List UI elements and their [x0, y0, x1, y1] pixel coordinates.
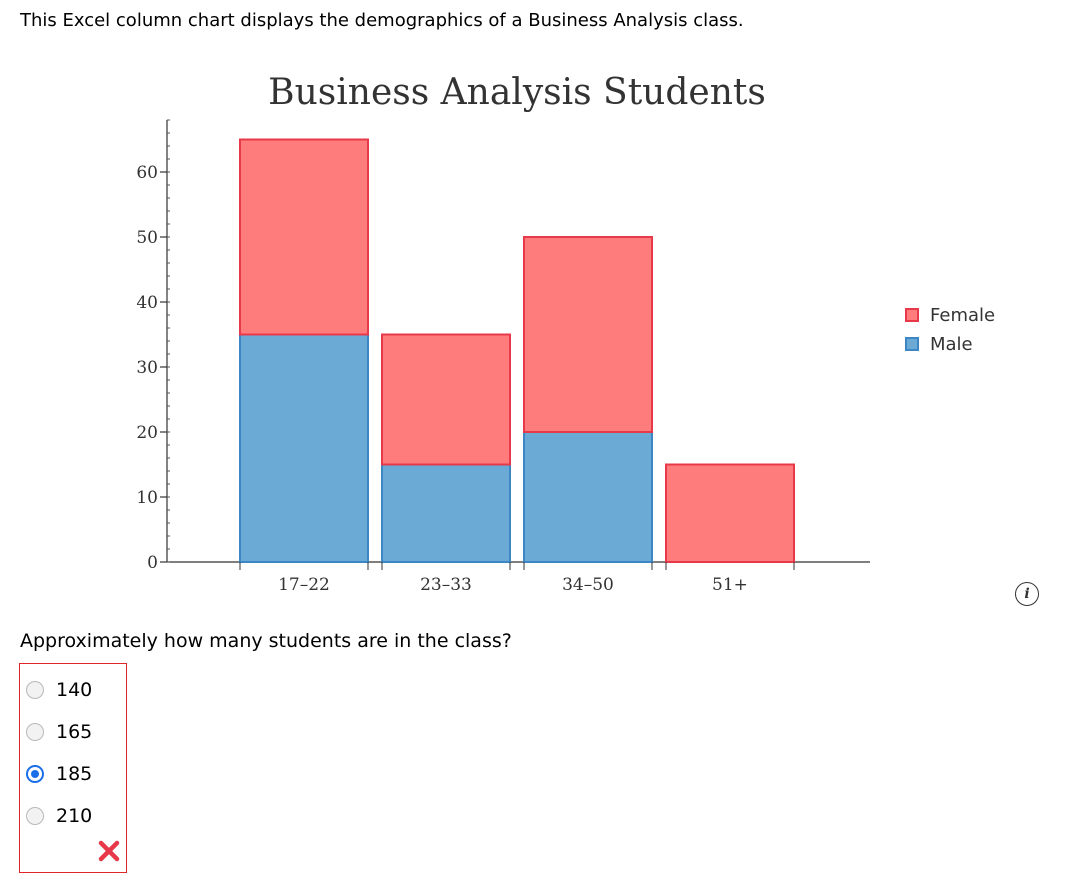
x-tick-label: 51+: [712, 575, 748, 595]
y-tick-label: 0: [147, 553, 158, 573]
option-210[interactable]: 210: [26, 802, 92, 830]
bar-female-0: [239, 138, 369, 336]
legend: Female Male: [905, 305, 995, 355]
y-tick-label: 20: [136, 423, 158, 443]
radio-button[interactable]: [26, 807, 44, 825]
y-tick-label: 10: [136, 488, 158, 508]
option-140[interactable]: 140: [26, 676, 92, 704]
bar-male-2: [523, 431, 653, 563]
intro-text: This Excel column chart displays the dem…: [20, 10, 744, 31]
legend-swatch-female: [905, 308, 919, 322]
radio-button[interactable]: [26, 765, 44, 783]
legend-label-female: Female: [930, 305, 995, 326]
bar-male-0: [239, 333, 369, 563]
x-tick-label: 34–50: [562, 575, 614, 595]
answer-options: 140 165 185 210: [19, 663, 127, 873]
bar-female-2: [523, 236, 653, 433]
y-tick-label: 50: [136, 228, 158, 248]
info-icon[interactable]: i: [1015, 582, 1039, 606]
legend-label-male: Male: [930, 334, 973, 355]
stacked-column-chart: Business Analysis Students 0 10 20 30 40 50 60…: [136, 72, 995, 595]
bar-female-1: [381, 333, 511, 466]
option-185[interactable]: 185: [26, 760, 92, 788]
bar-female-3: [665, 463, 795, 563]
option-label: 165: [56, 721, 93, 743]
wrong-x-icon: [98, 840, 120, 862]
option-165[interactable]: 165: [26, 718, 92, 746]
x-tick-label: 17–22: [278, 575, 330, 595]
question-text: Approximately how many students are in t…: [20, 630, 512, 652]
y-tick-label: 30: [136, 358, 158, 378]
chart-title: Business Analysis Students: [268, 72, 766, 113]
legend-swatch-male: [905, 337, 919, 351]
y-tick-label: 40: [136, 293, 158, 313]
radio-button[interactable]: [26, 723, 44, 741]
radio-button[interactable]: [26, 681, 44, 699]
y-tick-label: 60: [136, 163, 158, 183]
plot-area: 0 10 20 30 40 50 60 17–22 23–33 34–50 51+: [136, 119, 870, 595]
option-label: 185: [56, 763, 93, 785]
option-label: 140: [56, 679, 93, 701]
option-label: 210: [56, 805, 93, 827]
x-tick-label: 23–33: [420, 575, 472, 595]
bar-male-1: [381, 463, 511, 563]
